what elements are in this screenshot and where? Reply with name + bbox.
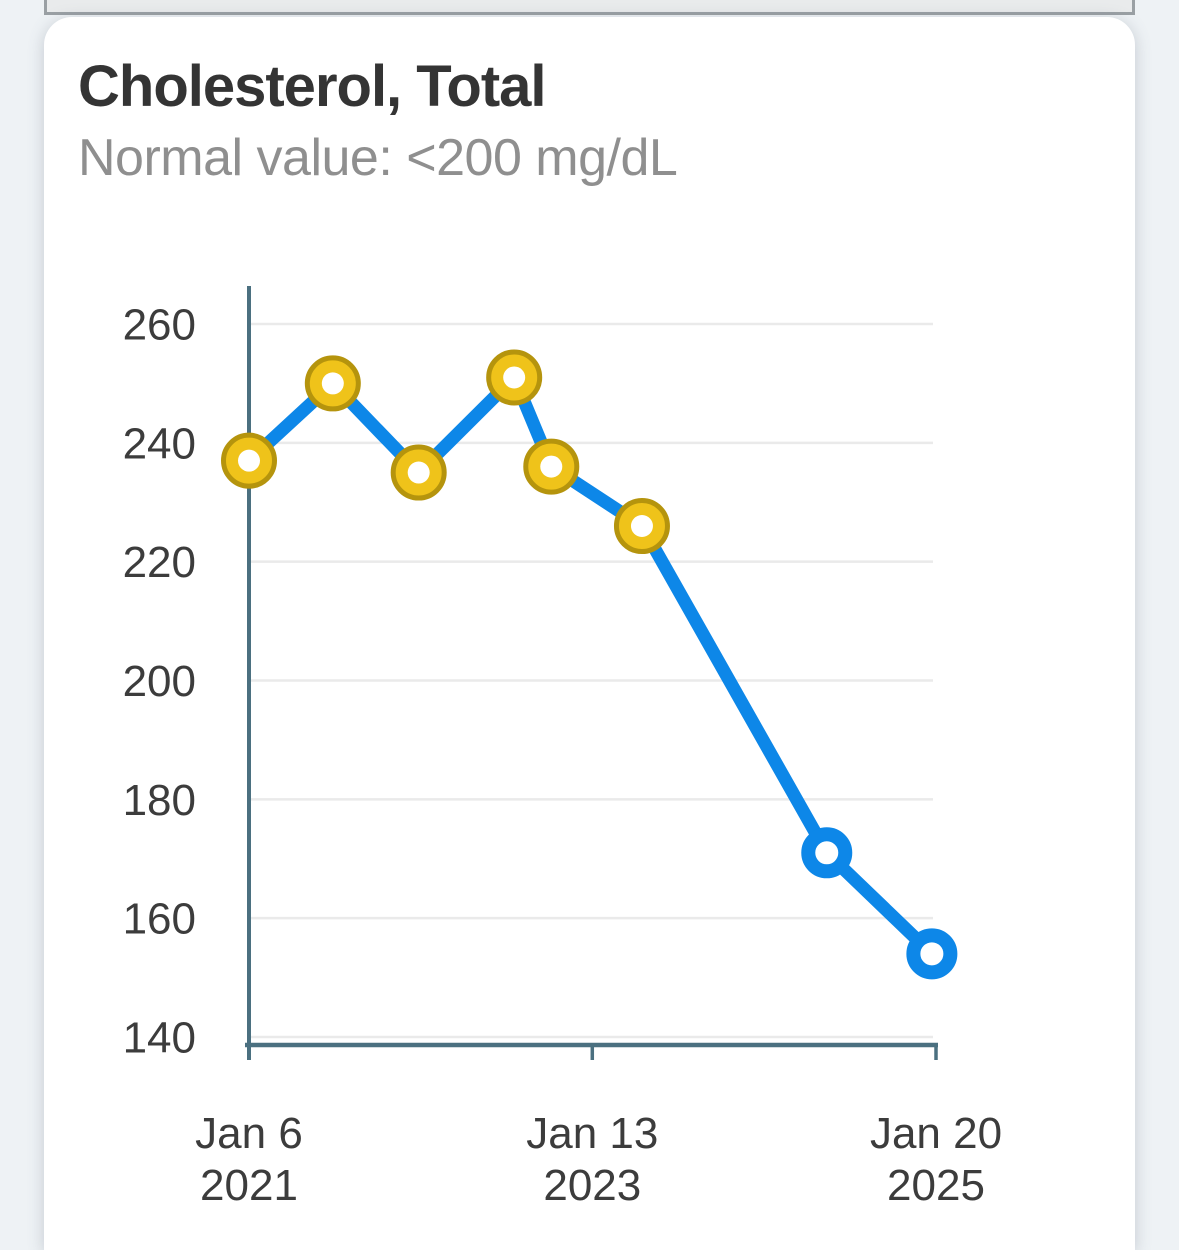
x-tick-label-line1: Jan 13 [526,1109,658,1158]
x-tick-label-line2: 2025 [887,1161,985,1210]
previous-card-edge [44,0,1135,15]
y-tick-label: 140 [123,1014,196,1063]
y-tick-label: 240 [123,419,196,468]
normal-range-note: Normal value: <200 mg/dL [78,129,678,187]
y-tick-label: 260 [123,301,196,350]
y-tick-label: 160 [123,895,196,944]
data-point-hole [407,461,430,484]
x-tick-label-line2: 2023 [543,1161,641,1210]
data-point-hole [630,515,653,538]
data-point-hole [238,449,260,472]
result-title: Cholesterol, Total [78,54,547,119]
y-tick-label: 200 [123,657,196,706]
y-tick-label: 180 [123,776,196,825]
data-point-hole [321,372,344,395]
y-tick-label: 220 [123,538,196,587]
data-point-marker-normal[interactable] [801,827,853,879]
data-point-hole [503,366,526,389]
data-point-hole [540,455,563,478]
x-tick-label-line1: Jan 20 [870,1109,1002,1158]
x-tick-label-line1: Jan 6 [195,1109,303,1158]
x-tick-label-line2: 2021 [200,1161,298,1210]
data-point-marker-normal[interactable] [906,928,958,980]
